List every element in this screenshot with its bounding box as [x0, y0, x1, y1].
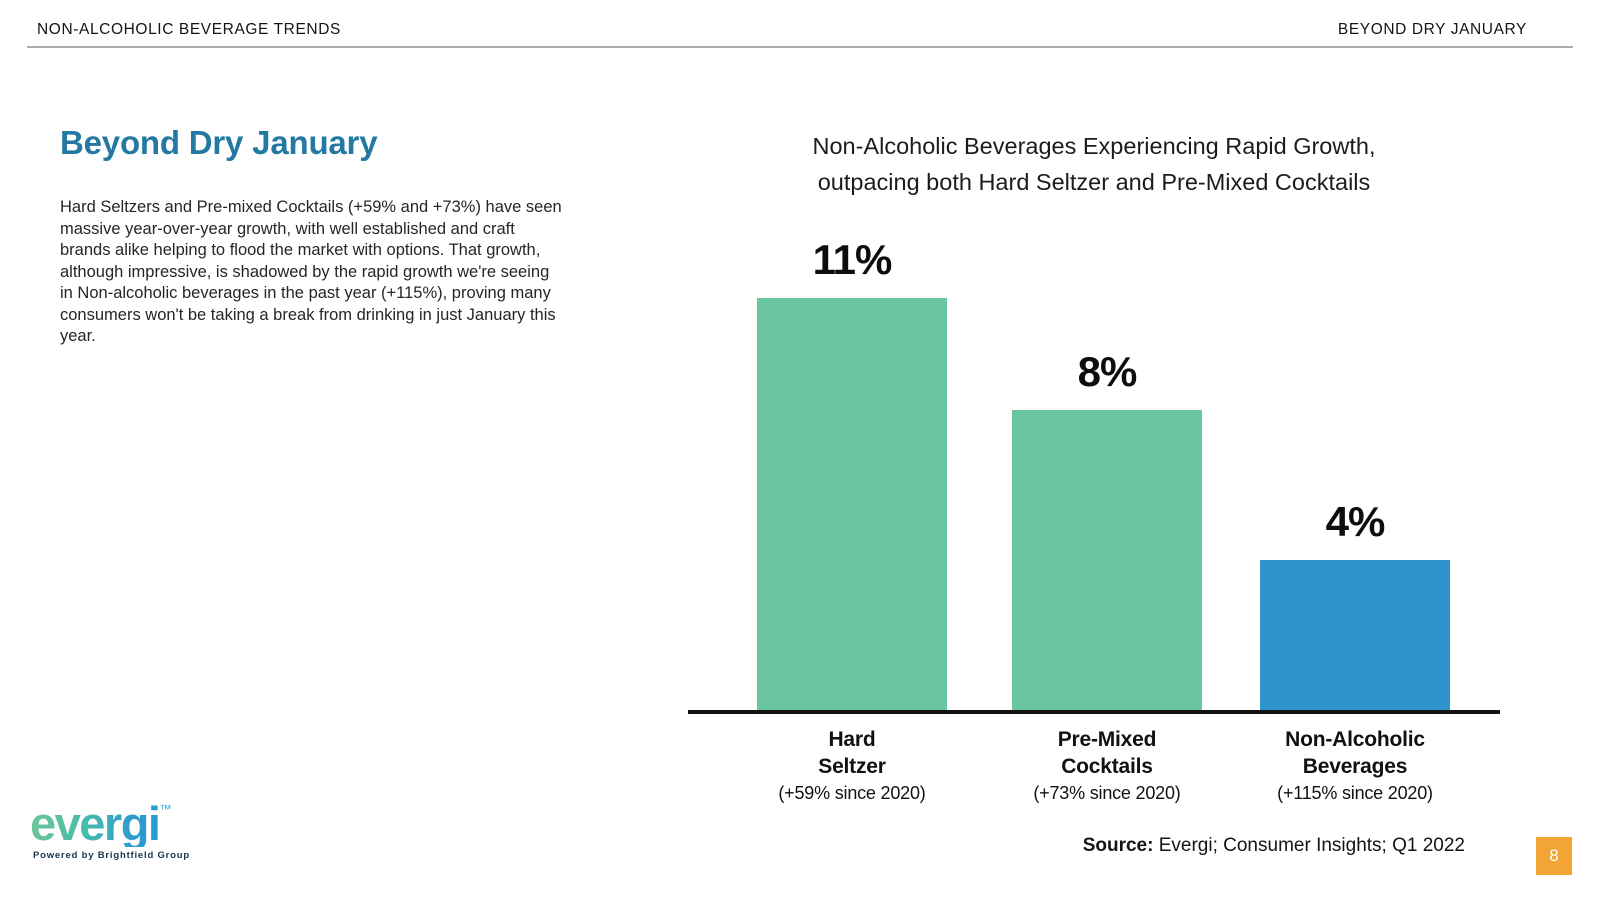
category-labels-row: Hard Seltzer (+59% since 2020) Pre-Mixed Coc…	[688, 726, 1500, 836]
body-paragraph: Hard Seltzers and Pre-mixed Cocktails (+…	[60, 198, 562, 345]
chart-title-line-2: outpacing both Hard Seltzer and Pre-Mixe…	[817, 169, 1371, 195]
source-label: Source:	[1082, 835, 1154, 856]
bar-value-label-1: 8%	[1077, 348, 1138, 395]
category-label-1: Pre-Mixed Cocktails (+73% since 2020)	[987, 726, 1227, 807]
category-sublabel: (+59% since 2020)	[778, 783, 926, 803]
bar-1	[1012, 410, 1202, 710]
category-line: Beverages	[1302, 755, 1408, 778]
category-line: Hard	[828, 728, 876, 751]
bar-0	[757, 298, 947, 710]
category-sublabel: (+73% since 2020)	[1033, 783, 1181, 803]
source-note: Source: Evergi; Consumer Insights; Q1 20…	[1083, 835, 1465, 857]
header-right-label: BEYOND DRY JANUARY	[1337, 21, 1527, 38]
category-line: Seltzer	[818, 755, 886, 778]
page-number: 8	[1549, 846, 1559, 865]
category-line: Cocktails	[1061, 755, 1153, 778]
logo-wordmark: evergi	[30, 797, 161, 850]
bar-chart: Non-Alcoholic Beverages Experiencing Rap…	[688, 0, 1500, 900]
category-label-2: Non-Alcoholic Beverages (+115% since 2020)	[1235, 726, 1475, 807]
evergi-logo: evergi™ Powered by Brightfield Group	[30, 800, 250, 880]
source-text: Evergi; Consumer Insights; Q1 2022	[1153, 835, 1465, 856]
bar-value-label-0: 11%	[812, 236, 893, 283]
chart-title-line-1: Non-Alcoholic Beverages Experiencing Rap…	[812, 133, 1376, 159]
header-rule	[27, 46, 1573, 48]
logo-trademark: ™	[159, 802, 172, 816]
logo-caption: Powered by Brightfield Group	[33, 850, 190, 861]
page-title: Beyond Dry January	[60, 124, 378, 161]
header-left-label: NON-ALCOHOLIC BEVERAGE TRENDS	[37, 21, 341, 38]
category-label-0: Hard Seltzer (+59% since 2020)	[732, 726, 972, 807]
chart-title: Non-Alcoholic Beverages Experiencing Rap…	[688, 128, 1500, 200]
page-number-badge: 8	[1536, 837, 1572, 875]
category-line: Pre-Mixed	[1057, 728, 1157, 751]
category-sublabel: (+115% since 2020)	[1277, 783, 1433, 803]
bar-2	[1260, 560, 1450, 710]
category-line: Non-Alcoholic	[1285, 728, 1425, 751]
bar-value-label-2: 4%	[1325, 498, 1386, 545]
plot-area: 11% 8% 4%	[688, 236, 1500, 714]
x-axis-line	[688, 710, 1500, 714]
